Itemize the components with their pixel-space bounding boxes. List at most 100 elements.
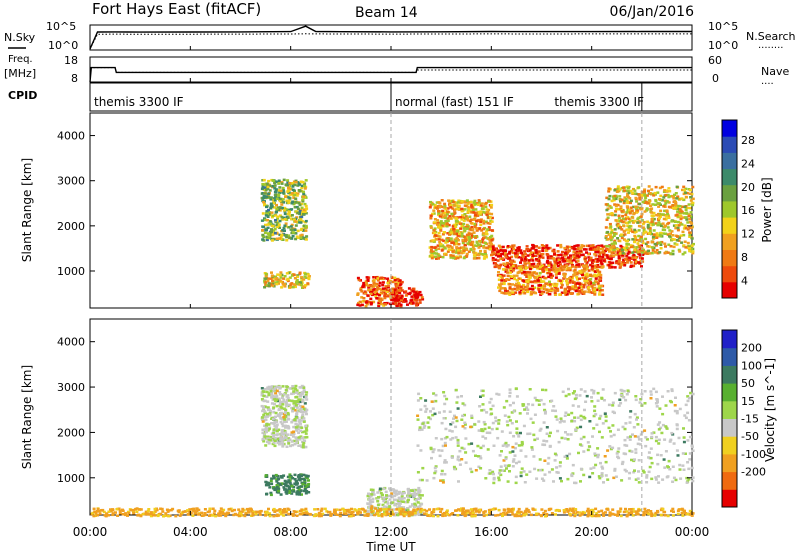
scatter-point <box>305 225 308 228</box>
scatter-point <box>651 462 654 465</box>
scatter-point <box>409 505 412 508</box>
scatter-point <box>667 390 670 393</box>
scatter-point <box>602 481 605 484</box>
scatter-point <box>281 443 284 446</box>
scatter-point <box>678 224 681 227</box>
scatter-point <box>683 212 686 215</box>
scatter-point <box>502 246 505 249</box>
scatter-point <box>444 247 447 250</box>
scatter-point <box>399 502 402 505</box>
scatter-point <box>609 223 612 226</box>
scatter-point <box>658 241 661 244</box>
scatter-point <box>274 416 277 419</box>
scatter-point <box>280 216 283 219</box>
scatter-point <box>502 250 505 253</box>
scatter-point <box>511 288 514 291</box>
scatter-point <box>381 494 384 497</box>
scatter-point <box>519 412 522 415</box>
scatter-point <box>550 276 553 279</box>
scatter-point <box>670 388 673 391</box>
scatter-point <box>569 259 572 262</box>
scatter-point <box>452 257 455 260</box>
scatter-point <box>261 429 264 432</box>
scatter-point <box>291 477 294 480</box>
scatter-point <box>430 447 433 450</box>
scatter-point <box>444 428 447 431</box>
scatter-point <box>417 444 420 447</box>
scatter-point <box>640 393 643 396</box>
scatter-point <box>294 474 297 477</box>
scatter-point <box>434 467 437 470</box>
scatter-point <box>473 248 476 251</box>
scatter-point <box>548 281 551 284</box>
scatter-point <box>636 246 639 249</box>
scatter-point <box>599 257 602 260</box>
scatter-point <box>415 291 418 294</box>
scatter-point <box>496 437 499 440</box>
scatter-point <box>518 246 521 249</box>
scatter-point <box>271 239 274 242</box>
scatter-point <box>276 405 279 408</box>
scatter-point <box>595 424 598 427</box>
scatter-point <box>645 476 648 479</box>
scatter-point <box>280 435 283 438</box>
scatter-point <box>433 472 436 475</box>
scatter-point <box>265 206 268 209</box>
scatter-point <box>484 477 487 480</box>
scatter-point <box>457 456 460 459</box>
scatter-point <box>661 395 664 398</box>
scatter-point <box>525 280 528 283</box>
scatter-point <box>204 508 207 511</box>
scatter-point <box>377 504 380 507</box>
scatter-point <box>265 229 268 232</box>
scatter-point <box>305 413 308 416</box>
scatter-point <box>630 207 633 210</box>
scatter-point <box>671 238 674 241</box>
scatter-point <box>558 272 561 275</box>
scatter-point <box>523 271 526 274</box>
scatter-point <box>579 271 582 274</box>
scatter-point <box>421 494 424 497</box>
scatter-point <box>586 395 589 398</box>
scatter-point <box>466 227 469 230</box>
scatter-point <box>496 428 499 431</box>
scatter-point <box>267 388 270 391</box>
scatter-point <box>515 420 518 423</box>
scatter-point <box>437 212 440 215</box>
scatter-point <box>526 412 529 415</box>
scatter-point <box>596 251 599 254</box>
scatter-point <box>462 246 465 249</box>
scatter-point <box>527 403 530 406</box>
noise-right-tick-bottom: 10^0 <box>708 39 738 52</box>
scatter-point <box>270 480 273 483</box>
scatter-point <box>439 229 442 232</box>
scatter-point <box>592 259 595 262</box>
scatter-point <box>267 193 270 196</box>
scatter-point <box>469 468 472 471</box>
scatter-point <box>530 291 533 294</box>
scatter-point <box>417 418 420 421</box>
scatter-point <box>690 211 693 214</box>
scatter-point <box>633 469 636 472</box>
scatter-point <box>460 419 463 422</box>
scatter-point <box>518 461 521 464</box>
scatter-point <box>651 241 654 244</box>
scatter-point <box>616 456 619 459</box>
scatter-point <box>650 436 653 439</box>
scatter-point <box>265 428 268 431</box>
scatter-point <box>530 251 533 254</box>
scatter-point <box>499 454 502 457</box>
scatter-point <box>563 420 566 423</box>
scatter-point <box>384 303 387 306</box>
scatter-point <box>364 290 367 293</box>
scatter-point <box>292 390 295 393</box>
scatter-point <box>651 246 654 249</box>
scatter-point <box>633 235 636 238</box>
scatter-point <box>568 277 571 280</box>
scatter-point <box>382 281 385 284</box>
scatter-point <box>455 389 458 392</box>
scatter-point <box>677 221 680 224</box>
scatter-point <box>464 451 467 454</box>
scatter-point <box>521 403 524 406</box>
